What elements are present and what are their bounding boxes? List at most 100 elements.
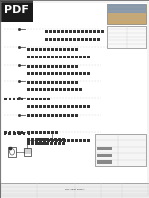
Bar (55, 114, 58, 117)
Bar (0, 183, 149, 198)
Bar (39, 114, 42, 117)
Bar (28, 132, 30, 135)
Bar (63, 65, 66, 68)
Bar (55, 48, 58, 51)
Bar (79, 88, 82, 91)
Bar (51, 48, 54, 51)
Bar (47, 72, 50, 75)
Bar (35, 88, 38, 91)
Bar (39, 88, 42, 91)
Bar (69, 38, 72, 41)
Bar (59, 114, 62, 117)
Bar (71, 139, 74, 142)
Bar (87, 56, 90, 58)
Bar (43, 65, 46, 68)
Bar (27, 98, 30, 100)
Bar (31, 65, 34, 68)
Bar (50, 142, 53, 145)
Bar (35, 142, 38, 145)
Bar (42, 142, 46, 145)
Bar (27, 72, 30, 75)
Bar (77, 38, 80, 41)
Bar (55, 81, 58, 84)
Bar (27, 81, 30, 84)
Bar (31, 88, 34, 91)
Bar (58, 138, 61, 141)
Bar (67, 105, 70, 108)
Bar (55, 56, 58, 58)
Bar (4, 98, 7, 100)
Bar (21, 98, 23, 100)
Bar (38, 142, 42, 145)
Bar (50, 138, 53, 141)
Bar (83, 56, 86, 58)
Bar (43, 72, 46, 75)
Bar (13, 98, 15, 100)
Bar (75, 48, 78, 51)
Bar (31, 56, 34, 58)
Bar (71, 65, 74, 68)
Bar (59, 65, 62, 68)
Bar (45, 38, 48, 41)
Text: PDF: PDF (4, 6, 29, 15)
Bar (83, 105, 86, 108)
Bar (79, 105, 82, 108)
Bar (9, 98, 11, 100)
Bar (55, 72, 58, 75)
Bar (53, 38, 56, 41)
Bar (43, 88, 46, 91)
Bar (79, 72, 82, 75)
Bar (93, 38, 96, 41)
Bar (65, 38, 68, 41)
Bar (55, 139, 58, 142)
Bar (18, 132, 21, 135)
Bar (63, 139, 66, 142)
Bar (65, 30, 68, 33)
Bar (71, 114, 74, 117)
Bar (31, 72, 34, 75)
Bar (47, 88, 50, 91)
Bar (67, 48, 70, 51)
Bar (35, 139, 38, 142)
Bar (47, 98, 50, 100)
Bar (31, 138, 34, 141)
Bar (93, 30, 96, 33)
Bar (39, 139, 42, 142)
Bar (63, 48, 66, 51)
Bar (43, 139, 46, 142)
Bar (73, 38, 76, 41)
Bar (87, 105, 90, 108)
Bar (71, 48, 74, 51)
Bar (97, 147, 112, 150)
Bar (4, 132, 6, 135)
Bar (51, 88, 54, 91)
Bar (51, 56, 54, 58)
Bar (31, 131, 34, 134)
Bar (27, 142, 30, 145)
Bar (49, 30, 52, 33)
Bar (51, 65, 54, 68)
Bar (61, 30, 64, 33)
Bar (71, 105, 74, 108)
Bar (8, 147, 16, 157)
Bar (73, 30, 76, 33)
Bar (83, 72, 86, 75)
Bar (47, 56, 50, 58)
Bar (27, 138, 30, 141)
Bar (101, 30, 104, 33)
Bar (43, 48, 46, 51)
Bar (55, 131, 58, 134)
Bar (42, 138, 46, 141)
Bar (39, 65, 42, 68)
Bar (97, 30, 100, 33)
Bar (79, 56, 82, 58)
Bar (46, 142, 49, 145)
Bar (39, 72, 42, 75)
Bar (35, 56, 38, 58)
Bar (46, 138, 49, 141)
Bar (75, 114, 78, 117)
Bar (59, 56, 62, 58)
Bar (75, 81, 78, 84)
Bar (43, 81, 46, 84)
Bar (107, 26, 146, 48)
